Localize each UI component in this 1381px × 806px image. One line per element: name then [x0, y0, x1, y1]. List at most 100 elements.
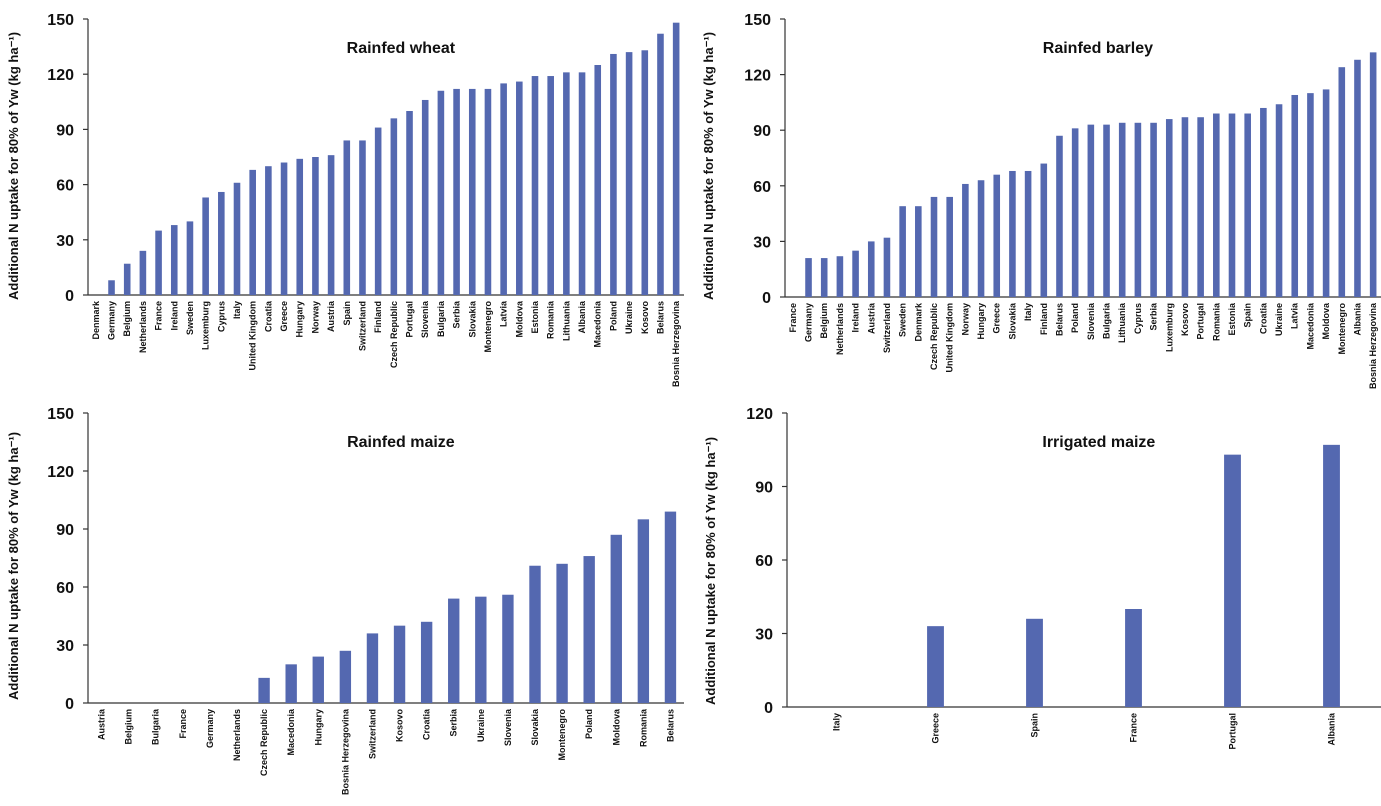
bar-spain — [343, 140, 351, 295]
bar-united-kingdom — [249, 169, 256, 295]
bar-netherlands — [836, 256, 844, 297]
x-tick-label: Germany — [107, 301, 117, 340]
x-tick-label: Denmark — [91, 300, 101, 340]
bar-albania — [578, 72, 586, 295]
bar-united-kingdom — [946, 196, 953, 297]
bar-luxemburg — [1165, 119, 1173, 297]
bar-luxemburg — [202, 197, 209, 295]
bar-latvia — [1291, 94, 1299, 297]
x-tick-label: Netherlands — [835, 303, 845, 355]
bar-slovakia — [529, 565, 541, 703]
bar-ukraine — [625, 52, 633, 296]
x-tick-label: Bosnia Herzegovina — [1368, 302, 1378, 389]
x-tick-label: Netherlands — [138, 301, 148, 353]
chart-panel-rainfed-wheat: 0 30 60 90 120 150 Denmark Germany Belgium Nether… — [6, 12, 684, 387]
bar-portugal — [1224, 454, 1241, 707]
bar-austria — [327, 155, 335, 295]
x-tick-label: Montenegro — [483, 301, 493, 353]
bar-norway — [312, 157, 319, 295]
bar-albania — [1354, 59, 1361, 298]
x-tick-label: France — [178, 709, 188, 739]
bar-croatia — [1260, 107, 1267, 298]
y-tick-label: 60 — [755, 553, 773, 570]
bar-kosovo — [1181, 117, 1189, 297]
bar-portugal — [406, 111, 413, 295]
x-tick-label: Switzerland — [882, 303, 892, 353]
bar-moldova — [1322, 89, 1330, 297]
x-tick-label: Portugal — [1228, 713, 1238, 750]
y-tick-label: 150 — [47, 406, 74, 423]
bar-belarus — [1056, 135, 1063, 297]
bar-sweden — [899, 206, 906, 297]
y-tick-label: 0 — [65, 288, 74, 305]
x-tick-label: Greece — [279, 301, 289, 332]
x-tick-label: Montenegro — [557, 709, 567, 761]
x-tick-label: Albania — [1327, 712, 1337, 746]
x-tick-label: Slovakia — [1007, 302, 1017, 340]
bar-netherlands — [139, 250, 147, 295]
bar-serbia — [448, 598, 460, 703]
x-tick-label: Austria — [866, 302, 876, 334]
y-tick-label: 30 — [753, 234, 771, 251]
x-tick-label: United Kingdom — [945, 303, 955, 373]
x-tick-label: Moldova — [1321, 302, 1331, 339]
y-tick-label: 0 — [762, 290, 771, 307]
y-tick-label: 90 — [56, 122, 74, 139]
x-tick-label: Luxemburg — [201, 301, 211, 350]
x-tick-label: Spain — [342, 301, 352, 326]
y-tick-label: 120 — [47, 464, 74, 481]
x-tick-label: Hungary — [295, 301, 305, 338]
bar-macedonia — [1307, 93, 1314, 297]
x-tick-label: Italy — [832, 713, 842, 731]
bar-bulgaria — [1103, 124, 1110, 297]
bar-belgium — [820, 258, 828, 297]
bar-belarus — [664, 511, 677, 703]
bar-denmark — [915, 206, 922, 297]
x-tick-label: Austria — [326, 300, 336, 332]
x-tick-label: Lithuania — [561, 300, 571, 341]
x-tick-label: Italy — [1023, 303, 1033, 321]
bar-italy — [1024, 170, 1032, 297]
x-tick-label: Portugal — [405, 301, 415, 338]
x-tick-label: Belgium — [124, 709, 134, 745]
y-tick-label: 120 — [746, 406, 773, 423]
x-tick-label: United Kingdom — [248, 301, 258, 371]
x-tick-label: France — [1129, 713, 1139, 743]
bar-serbia — [1150, 122, 1157, 297]
x-tick-label: Switzerland — [367, 709, 377, 759]
bar-slovakia — [468, 88, 476, 295]
x-tick-label: Portugal — [1196, 303, 1206, 340]
y-axis-label: Additional N uptake for 80% of Yw (kg ha… — [6, 432, 21, 700]
bar-germany — [805, 258, 812, 297]
y-tick-label: 120 — [47, 67, 74, 84]
x-tick-label: Slovenia — [420, 300, 430, 338]
bar-kosovo — [393, 625, 406, 703]
bar-switzerland — [366, 633, 379, 703]
x-tick-label: Italy — [232, 301, 242, 319]
x-tick-label: Macedonia — [286, 708, 296, 756]
x-tick-label: Slovakia — [467, 300, 477, 338]
bar-greece — [280, 162, 288, 295]
x-tick-label: Macedonia — [1305, 302, 1315, 350]
x-tick-label: Belgium — [819, 303, 829, 339]
chart-panel-rainfed-maize: 0 30 60 90 120 150 Austria Belgium Bulgaria Franc… — [6, 406, 684, 795]
x-tick-label: Bosnia Herzegovina — [671, 300, 681, 387]
x-tick-label: Belarus — [655, 301, 665, 334]
bar-montenegro — [556, 563, 568, 703]
bar-spain — [1244, 113, 1251, 298]
x-tick-label: Croatia — [263, 300, 273, 332]
y-tick-label: 90 — [753, 123, 771, 140]
x-tick-label: France — [788, 303, 798, 333]
x-tick-label: Sweden — [185, 301, 195, 335]
x-tick-label: Bulgaria — [436, 300, 446, 337]
bar-moldova — [516, 81, 523, 295]
x-tick-label: Poland — [1070, 303, 1080, 333]
x-tick-label: Lithuania — [1117, 302, 1127, 343]
x-tick-label: Belarus — [665, 709, 675, 742]
x-tick-label: Finland — [373, 301, 383, 333]
bar-switzerland — [883, 237, 891, 297]
x-tick-label: Ireland — [851, 303, 861, 333]
y-axis-label: Additional N uptake for 80% of Yw (kg ha… — [703, 437, 718, 705]
y-axis-label: Additional N uptake for 80% of Yw (kg ha… — [6, 32, 21, 300]
bar-romania — [547, 76, 554, 295]
